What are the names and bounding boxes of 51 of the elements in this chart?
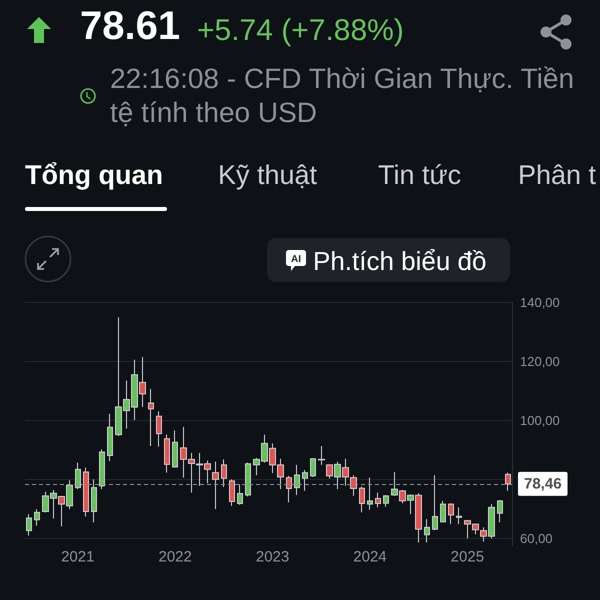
candlestick <box>26 514 32 536</box>
y-tick-label: 60,00 <box>520 530 553 546</box>
x-tick-label: 2022 <box>158 548 192 566</box>
text: Tổng quan <box>25 159 163 192</box>
x-tick-label: 2025 <box>450 548 484 566</box>
candlestick <box>375 492 381 508</box>
x-tick-label: 2023 <box>256 548 290 566</box>
candlestick <box>286 475 292 503</box>
candlestick <box>172 430 178 468</box>
chart-title: 78.61 <box>80 4 180 48</box>
candlestick <box>221 458 227 488</box>
candlestick <box>367 477 373 510</box>
candlestick <box>294 464 300 496</box>
candlestick <box>302 469 308 492</box>
candlestick <box>229 478 235 506</box>
ref-line-label: 78,46 <box>524 475 562 492</box>
candlestick <box>424 518 430 543</box>
candlestick <box>318 446 325 466</box>
candlestick <box>237 484 243 506</box>
candlestick <box>456 506 462 525</box>
x-tick-label: 2021 <box>61 548 94 566</box>
text: 22:16:08 - CFD Thời Gian Thực. Tiền tệ tính theo USD <box>110 62 576 129</box>
candlestick <box>448 502 454 525</box>
candlestick <box>99 448 105 490</box>
candlestick <box>83 467 89 518</box>
candlestick <box>310 458 316 478</box>
y-tick-label: 140,00 <box>520 295 560 310</box>
text: Kỹ thuật <box>218 159 318 192</box>
candlestick <box>148 388 154 447</box>
candlestick <box>505 472 511 492</box>
candlestick <box>34 508 40 526</box>
text: Phân t <box>518 159 596 192</box>
x-tick-label: 2024 <box>353 548 387 566</box>
candlestick <box>164 434 170 474</box>
candlestick <box>91 478 97 523</box>
candlestick <box>156 410 162 448</box>
chat-bubble-icon: AI <box>286 250 306 271</box>
chart-subtitle: +5.74 (+7.88%) <box>197 14 404 47</box>
candlestick <box>432 474 438 531</box>
text: Ph.tích biểu đồ <box>313 246 486 276</box>
text: Tin tức <box>378 159 462 192</box>
candlestick <box>383 494 389 508</box>
candlestick <box>497 500 503 523</box>
y-tick-label: 100,00 <box>520 412 560 428</box>
candlestick <box>440 500 446 523</box>
candlestick <box>359 486 365 513</box>
candlestick <box>212 461 219 510</box>
candlestick <box>107 413 113 462</box>
y-tick-label: 120,00 <box>520 354 560 369</box>
candlestick <box>245 462 251 497</box>
candlestick <box>75 462 81 490</box>
